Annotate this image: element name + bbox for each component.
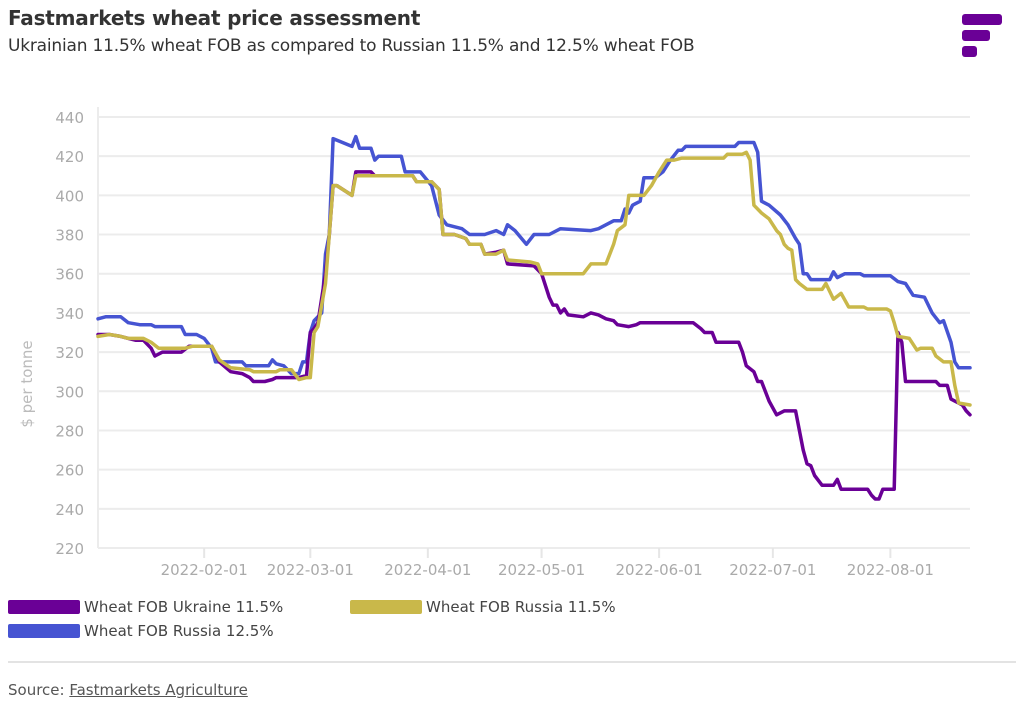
y-tick-label: 320 [55,344,84,362]
y-axis: 220 240 260 280 300 320 340 360 380 400 420 440 [55,109,84,558]
footer-divider [8,661,1016,663]
y-tick-label: 260 [55,462,84,480]
fastmarkets-logo-icon [962,14,1004,64]
legend-item-russia-11-5[interactable]: Wheat FOB Russia 11.5% [350,598,616,616]
y-tick-label: 300 [55,383,84,401]
y-axis-label: $ per tonne [18,340,36,427]
x-tick-label: 2022-05-01 [498,561,585,579]
source-prefix: Source: [8,681,70,699]
x-tick-label: 2022-07-01 [729,561,816,579]
y-tick-label: 440 [55,109,84,127]
legend-item-ukraine-11-5[interactable]: Wheat FOB Ukraine 11.5% [8,598,283,616]
grid [97,107,970,549]
y-tick-label: 380 [55,227,84,245]
y-tick-label: 400 [55,187,84,205]
legend-label: Wheat FOB Russia 11.5% [426,598,616,616]
series-line-wheat-fob-russia-11-5-[interactable] [96,150,972,407]
legend-label: Wheat FOB Ukraine 11.5% [84,598,284,616]
line-chart: 220 240 260 280 300 320 340 360 380 400 420 440 202… [18,107,972,579]
x-tick-label: 2022-06-01 [616,561,703,579]
y-tick-label: 280 [55,422,84,440]
x-tick-label: 2022-02-01 [161,561,248,579]
legend: Wheat FOB Ukraine 11.5% Wheat FOB Russia… [8,598,708,644]
logo-bar-middle [962,30,990,41]
chart-title: Fastmarkets wheat price assessment [8,6,421,30]
legend-item-russia-12-5[interactable]: Wheat FOB Russia 12.5% [8,622,274,640]
x-tick-label: 2022-03-01 [267,561,354,579]
series-lines [96,134,972,501]
y-tick-label: 340 [55,305,84,323]
x-axis: 2022-02-01 2022-03-01 2022-04-01 2022-05-01… [161,548,934,579]
legend-label: Wheat FOB Russia 12.5% [84,622,274,640]
y-tick-label: 420 [55,148,84,166]
chart-subtitle: Ukrainian 11.5% wheat FOB as compared to… [8,36,695,56]
y-tick-label: 360 [55,266,84,284]
source-note: Source: Fastmarkets Agriculture [8,681,248,699]
logo-bar-top [962,14,1002,25]
legend-swatch [8,600,80,614]
y-tick-label: 240 [55,501,84,519]
x-tick-label: 2022-04-01 [384,561,471,579]
y-tick-label: 220 [55,540,84,558]
source-link[interactable]: Fastmarkets Agriculture [69,681,248,699]
series-line-wheat-fob-ukraine-11-5-[interactable] [96,170,972,501]
logo-bar-bottom [962,46,977,57]
x-tick-label: 2022-08-01 [847,561,934,579]
legend-swatch [350,600,422,614]
legend-swatch [8,624,80,638]
series-line-wheat-fob-russia-12-5-[interactable] [96,134,972,376]
